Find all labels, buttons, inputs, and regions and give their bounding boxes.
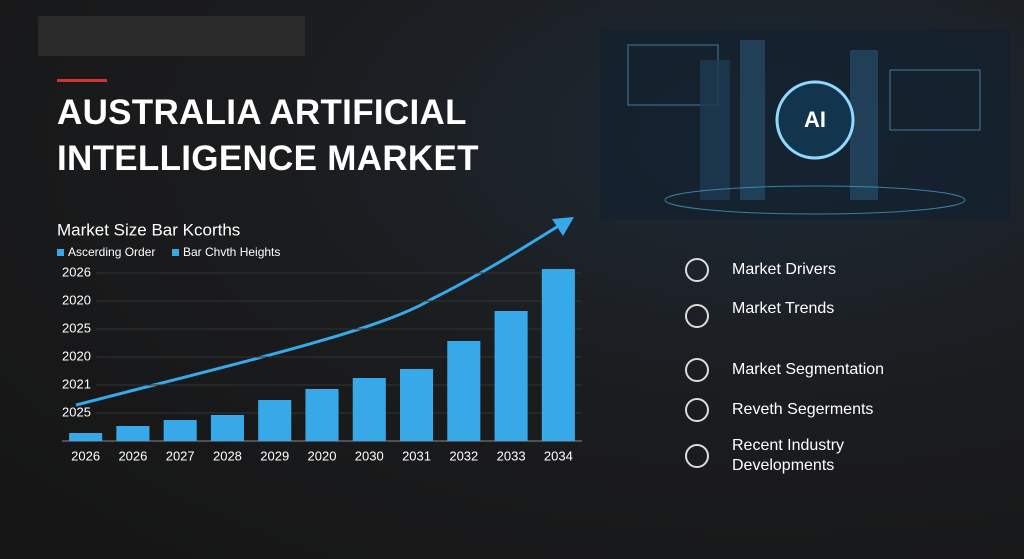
bar — [541, 269, 575, 441]
building — [700, 60, 730, 200]
bar — [163, 420, 197, 441]
feature-icon — [685, 258, 709, 282]
legend-label: Ascerding Order — [68, 245, 155, 259]
bar — [447, 341, 481, 441]
ai-label: AI — [804, 107, 826, 132]
feature-item: Market Segmentation — [732, 361, 885, 378]
legend-swatch — [57, 249, 64, 256]
x-tick-label: 2026 — [118, 448, 147, 463]
bar — [116, 426, 150, 441]
y-axis-label: 2020 — [62, 348, 91, 363]
x-tick-label: 2020 — [308, 448, 337, 463]
arrow-head — [552, 217, 574, 236]
ai-badge — [775, 80, 855, 160]
building — [850, 50, 878, 200]
accent-line — [57, 79, 107, 82]
x-tick-label: 2031 — [402, 448, 431, 463]
x-tick-label: 2034 — [544, 448, 573, 463]
bar — [258, 400, 292, 441]
y-axis-label: 2025 — [62, 404, 91, 419]
panel — [889, 69, 981, 131]
bar — [400, 369, 434, 441]
bar — [210, 415, 244, 441]
ai-illustration: AI — [600, 30, 1010, 220]
y-axis-label: 2021 — [62, 376, 91, 391]
feature-item: Recent Industry Developments — [732, 437, 845, 474]
feature-item: Reveth Segerments — [732, 401, 874, 418]
building — [740, 40, 765, 200]
chart-title: Market Size Bar Kcorths — [57, 220, 240, 239]
bar — [352, 378, 386, 441]
x-tick-label: 2026 — [71, 448, 100, 463]
x-tick-label: 2028 — [213, 448, 242, 463]
platform — [664, 185, 966, 215]
x-tick-label: 2030 — [355, 448, 384, 463]
trend-arrow — [75, 223, 561, 407]
bar — [494, 311, 528, 441]
bar — [305, 389, 339, 441]
feature-icon — [685, 398, 709, 422]
x-tick-label: 2029 — [260, 448, 289, 463]
bar — [69, 433, 103, 441]
feature-icon — [685, 444, 709, 468]
y-axis-label: 2025 — [62, 320, 91, 335]
y-axis-label: 2020 — [62, 292, 91, 307]
x-tick-label: 2027 — [166, 448, 195, 463]
feature-item: Market Trends — [732, 300, 835, 317]
feature-item: Market Drivers — [732, 261, 837, 278]
title: AUSTRALIA ARTIFICIAL INTELLIGENCE MARKET — [57, 93, 479, 178]
feature-icon — [685, 358, 709, 382]
y-axis-label: 2026 — [62, 264, 91, 279]
feature-icon — [685, 304, 709, 328]
legend-swatch — [172, 249, 179, 256]
legend-label: Bar Chvth Heights — [183, 245, 280, 259]
x-tick-label: 2033 — [497, 448, 526, 463]
placeholder-box — [38, 16, 305, 56]
x-tick-label: 2032 — [449, 448, 478, 463]
